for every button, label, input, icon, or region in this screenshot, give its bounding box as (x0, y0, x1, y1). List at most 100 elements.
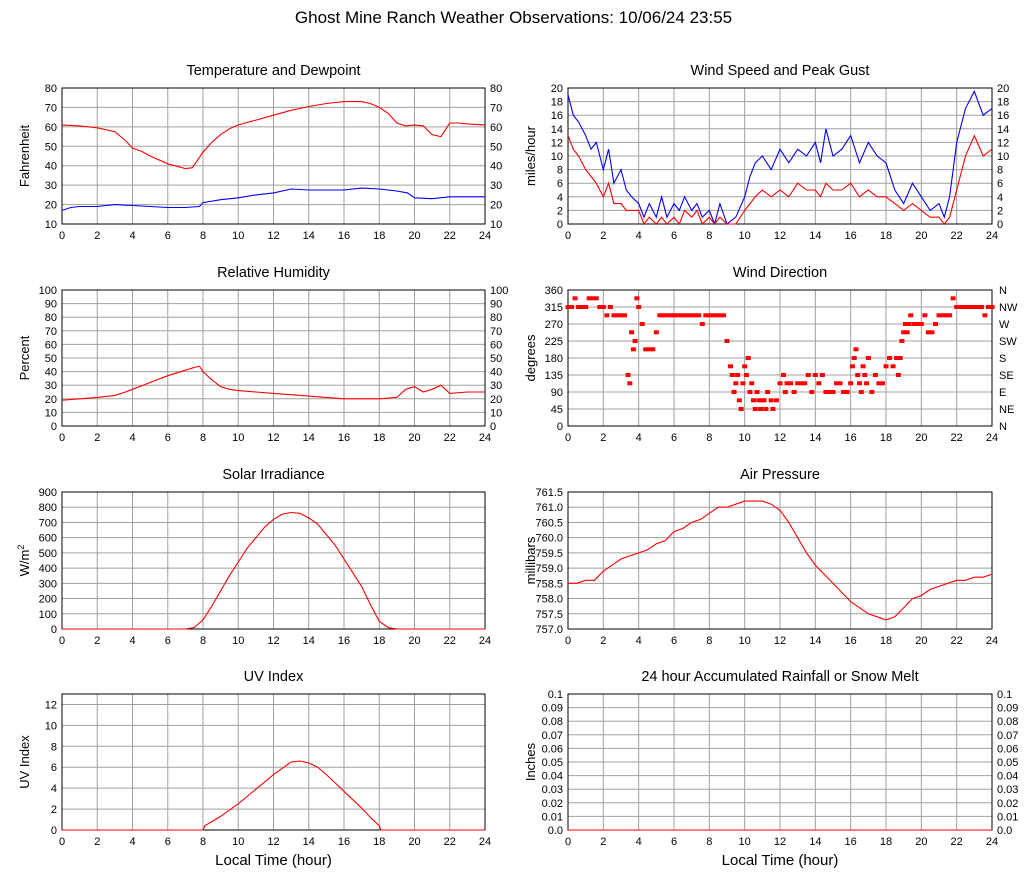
x-tick-label: 12 (774, 635, 786, 647)
data-point (802, 381, 808, 386)
plot-frame (61, 289, 486, 427)
data-point (943, 313, 949, 318)
x-tick-label: 8 (200, 230, 206, 242)
data-point (632, 339, 638, 343)
x-tick-label: 0 (565, 230, 571, 242)
x-tick-label: 4 (129, 230, 135, 242)
y-tick-label-right: 40 (490, 161, 502, 173)
x-tick-label: 24 (986, 230, 998, 242)
data-point (622, 313, 628, 318)
y-tick-label: 700 (39, 517, 57, 529)
data-point (816, 381, 822, 386)
data-point (736, 398, 742, 403)
data-point (569, 305, 575, 309)
data-point (611, 313, 617, 318)
data-point (634, 296, 640, 301)
y-tick-label: 0.05 (542, 757, 563, 769)
y-tick-label: 360 (545, 285, 563, 297)
x-tick-label: 18 (373, 635, 385, 647)
y-tick-label: 225 (545, 336, 563, 348)
x-tick-label: 14 (809, 230, 821, 242)
data-point (699, 322, 705, 326)
data-point (565, 305, 571, 309)
data-point (957, 305, 963, 309)
data-point (749, 381, 755, 386)
data-point (853, 347, 859, 352)
data-point (751, 398, 756, 403)
data-point (576, 305, 582, 309)
x-tick-label: 12 (774, 230, 786, 242)
x-tick-label: 22 (444, 230, 456, 242)
data-point (653, 330, 659, 335)
y-tick-label: 0 (51, 624, 57, 636)
x-tick-label: 18 (373, 836, 385, 848)
y-tick-label: 16 (551, 110, 563, 122)
data-point (864, 381, 870, 386)
y-tick-label-right: 2 (997, 205, 1003, 217)
y-tick-label: 4 (557, 192, 563, 204)
direction-label: S (999, 353, 1006, 365)
x-tick-label: 10 (739, 230, 751, 242)
x-tick-label: 18 (880, 836, 892, 848)
x-tick-label: 8 (200, 432, 206, 444)
data-point (849, 364, 855, 369)
x-axis-label: Local Time (hour) (215, 852, 332, 869)
y-tick-label: 60 (45, 339, 57, 351)
x-tick-label: 12 (267, 635, 279, 647)
data-point (964, 305, 970, 309)
data-point (627, 381, 633, 386)
y-tick-label-right: 0.05 (997, 757, 1018, 769)
x-tick-label: 4 (129, 635, 135, 647)
x-tick-label: 14 (303, 635, 315, 647)
x-tick-label: 12 (774, 836, 786, 848)
y-tick-label: 6 (557, 178, 563, 190)
data-point (932, 322, 938, 326)
data-point (583, 305, 589, 309)
x-tick-label: 14 (303, 836, 315, 848)
y-tick-label: 800 (39, 502, 57, 514)
x-tick-label: 22 (951, 230, 963, 242)
y-tick-label-right: 20 (490, 394, 502, 406)
data-point (857, 381, 862, 386)
data-point (812, 373, 818, 377)
series-line-0 (568, 90, 992, 225)
y-tick-label-right: 12 (997, 137, 1009, 149)
y-tick-label-right: 4 (997, 192, 1003, 204)
data-point (756, 398, 762, 403)
y-tick-label: 600 (39, 533, 57, 545)
data-point (682, 313, 688, 318)
data-point (678, 313, 684, 318)
data-point (860, 364, 866, 369)
series-line-1 (568, 134, 992, 225)
y-tick-label: 0 (51, 421, 57, 433)
plot-frame (567, 87, 993, 225)
data-point (940, 313, 946, 318)
data-point (823, 390, 829, 394)
data-point (925, 330, 931, 335)
data-point (961, 305, 967, 309)
y-tick-label-right: 0.03 (997, 784, 1018, 796)
x-tick-label: 22 (951, 836, 963, 848)
data-point (646, 347, 652, 352)
direction-label: W (999, 319, 1010, 331)
data-point (975, 305, 981, 309)
y-tick-label: 0.0 (548, 825, 563, 837)
x-tick-label: 10 (739, 635, 751, 647)
x-tick-label: 8 (706, 230, 712, 242)
x-tick-label: 2 (600, 836, 606, 848)
y-tick-label: 20 (45, 200, 57, 212)
y-tick-label: 0.08 (542, 716, 563, 728)
data-point (740, 381, 746, 386)
data-point (902, 322, 908, 326)
data-point (600, 305, 606, 309)
data-point (978, 305, 984, 309)
data-point (671, 313, 677, 318)
y-tick-label-right: 30 (490, 180, 502, 192)
data-point (738, 407, 744, 411)
plot-frame (61, 693, 486, 831)
y-tick-label-right: 0 (997, 219, 1003, 231)
x-tick-label: 14 (303, 230, 315, 242)
y-tick-label-right: 0.01 (997, 811, 1018, 823)
data-point (968, 305, 974, 309)
